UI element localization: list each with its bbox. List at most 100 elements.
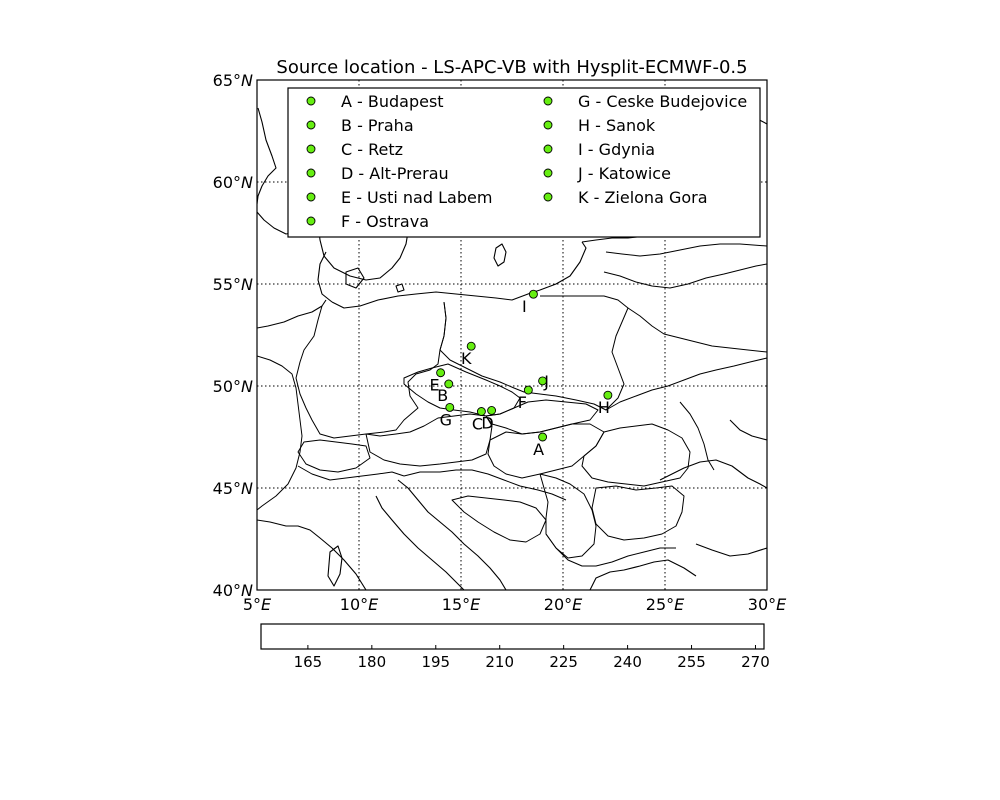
site-label-i: I <box>522 297 527 316</box>
colorbar-tick-label: 195 <box>421 653 450 671</box>
colorbar: 165 180 195 210 225 240 255 270 <box>260 623 770 671</box>
lat-tick-label: 60°N <box>213 173 253 192</box>
legend-marker-f <box>306 216 316 226</box>
lon-tick-hemisphere: E <box>776 595 787 614</box>
longitude-tick-labels: 5°E 10°E 15°E 20°E 25°E 30°E <box>243 595 787 614</box>
lat-tick-degrees: 45° <box>213 479 241 498</box>
legend-marker-h <box>543 120 553 130</box>
lat-tick-label: 65°N <box>213 71 253 90</box>
site-label-a: A <box>533 440 544 459</box>
site-label-j: J <box>543 372 549 391</box>
bosnia-border <box>451 495 547 543</box>
lat-tick-degrees: 65° <box>213 71 241 90</box>
site-marker-i <box>528 289 538 299</box>
lat-tick-label: 50°N <box>213 377 253 396</box>
lat-tick-hemisphere: N <box>241 173 253 192</box>
site-label-k: K <box>461 349 472 368</box>
black-sea-coast <box>659 459 767 489</box>
site-marker-a <box>538 432 548 442</box>
lon-tick-hemisphere: E <box>674 595 685 614</box>
colorbar-tick-label: 270 <box>741 653 770 671</box>
colorbar-tick-label: 165 <box>294 653 323 671</box>
lon-tick-hemisphere: E <box>368 595 379 614</box>
lon-tick-label: 10°E <box>340 595 379 614</box>
map-frame <box>256 79 768 591</box>
colorbar-box <box>260 623 765 650</box>
corsica-island <box>327 545 343 587</box>
crimea-coast <box>729 419 767 441</box>
latitude-tick-labels: 40°N45°N50°N55°N60°N65°N <box>213 71 253 600</box>
site-marker-e <box>436 368 446 378</box>
legend-label-h: H - Sanok <box>578 116 656 135</box>
legend-label-a: A - Budapest <box>341 92 444 111</box>
legend-marker-j <box>543 168 553 178</box>
site-label-e: E <box>430 376 440 395</box>
site-marker-g <box>445 402 455 412</box>
colorbar-tick-label: 225 <box>549 653 578 671</box>
lat-tick-label: 40°N <box>213 581 253 600</box>
site-label-g: G <box>440 410 452 429</box>
legend-label-k: K - Zielona Gora <box>578 188 708 207</box>
lithuania-border <box>603 263 767 289</box>
lon-tick-hemisphere: E <box>572 595 583 614</box>
lon-tick-degrees: 5° <box>243 595 261 614</box>
lon-tick-label: 30°E <box>748 595 787 614</box>
slovenia-croatia-border <box>403 469 567 501</box>
zealand-island <box>345 267 365 289</box>
lon-tick-degrees: 30° <box>748 595 776 614</box>
site-marker-d <box>487 406 497 415</box>
moldova-border <box>679 401 715 471</box>
legend-marker-a <box>306 96 316 106</box>
lat-tick-hemisphere: N <box>241 71 253 90</box>
italy-north-border <box>297 465 405 481</box>
germany-outline <box>295 301 447 439</box>
lon-tick-label: 20°E <box>544 595 583 614</box>
site-marker-h <box>603 390 613 400</box>
country-borders <box>257 243 767 567</box>
lat-tick-label: 55°N <box>213 275 253 294</box>
site-marker-j <box>538 376 548 386</box>
legend-box <box>287 87 761 238</box>
lon-tick-degrees: 10° <box>340 595 368 614</box>
bulgaria-outline <box>591 485 685 541</box>
legend: A - Budapest B - Praha C - Retz D - Alt-Pre… <box>287 87 761 238</box>
romania-outline <box>581 423 691 487</box>
legend-label-g: G - Ceske Budejovice <box>578 92 747 111</box>
map-title: Source location - LS-APC-VB with Hysplit… <box>276 57 747 78</box>
lon-tick-hemisphere: E <box>261 595 272 614</box>
lat-tick-hemisphere: N <box>241 275 253 294</box>
lon-tick-hemisphere: E <box>470 595 481 614</box>
site-label-h: H <box>598 398 610 417</box>
legend-marker-k <box>543 192 553 202</box>
lon-tick-degrees: 25° <box>646 595 674 614</box>
site-label-d: D <box>481 413 493 432</box>
poland-outline <box>439 295 629 411</box>
colorbar-tick-label: 255 <box>677 653 706 671</box>
austria-outline <box>365 413 493 467</box>
benelux-border <box>257 355 299 405</box>
site-marker-c <box>476 407 486 416</box>
legend-items: A - Budapest B - Praha C - Retz D - Alt-Pre… <box>306 92 747 231</box>
legend-marker-i <box>543 144 553 154</box>
south-baltic-coast <box>331 241 587 309</box>
legend-label-c: C - Retz <box>341 140 403 159</box>
belarus-border <box>627 307 767 353</box>
france-border <box>257 403 303 511</box>
legend-label-j: J - Katowice <box>577 164 671 183</box>
legend-label-b: B - Praha <box>341 116 414 135</box>
slovakia-outline <box>485 399 599 435</box>
bornholm-island <box>395 283 405 293</box>
colorbar-tick-label: 240 <box>613 653 642 671</box>
ukraine-border <box>605 357 767 411</box>
lat-tick-degrees: 60° <box>213 173 241 192</box>
gotland-island <box>493 243 507 267</box>
source-sites: A B CD E F G H I J K <box>430 289 613 459</box>
legend-label-e: E - Usti nad Labem <box>341 188 492 207</box>
switzerland-outline <box>297 439 371 473</box>
legend-marker-d <box>306 168 316 178</box>
colorbar-ticks: 165 180 195 210 225 240 255 270 <box>294 645 770 671</box>
ligurian-coast <box>257 519 367 590</box>
legend-label-f: F - Ostrava <box>341 212 429 231</box>
site-marker-k <box>466 341 476 351</box>
